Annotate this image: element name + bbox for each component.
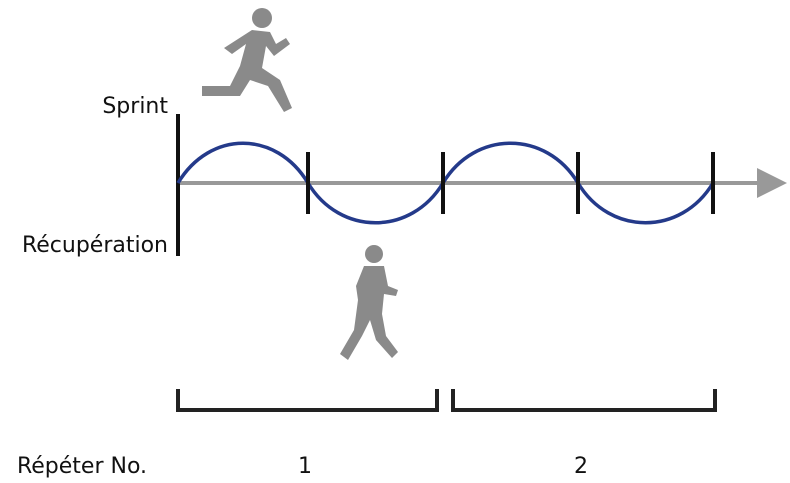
repeat-bracket	[451, 389, 717, 412]
repeat-label: Répéter No.	[17, 454, 147, 479]
repeat-bracket	[176, 389, 439, 412]
repeat-number: 1	[298, 454, 312, 479]
repeat-number: 2	[574, 454, 588, 479]
jogger-icon	[340, 245, 398, 360]
sprint-label: Sprint	[102, 94, 168, 119]
interval-ticks	[306, 152, 715, 214]
axis-arrow	[757, 168, 787, 198]
sprinter-icon	[202, 8, 292, 112]
recovery-label: Récupération	[22, 233, 168, 258]
